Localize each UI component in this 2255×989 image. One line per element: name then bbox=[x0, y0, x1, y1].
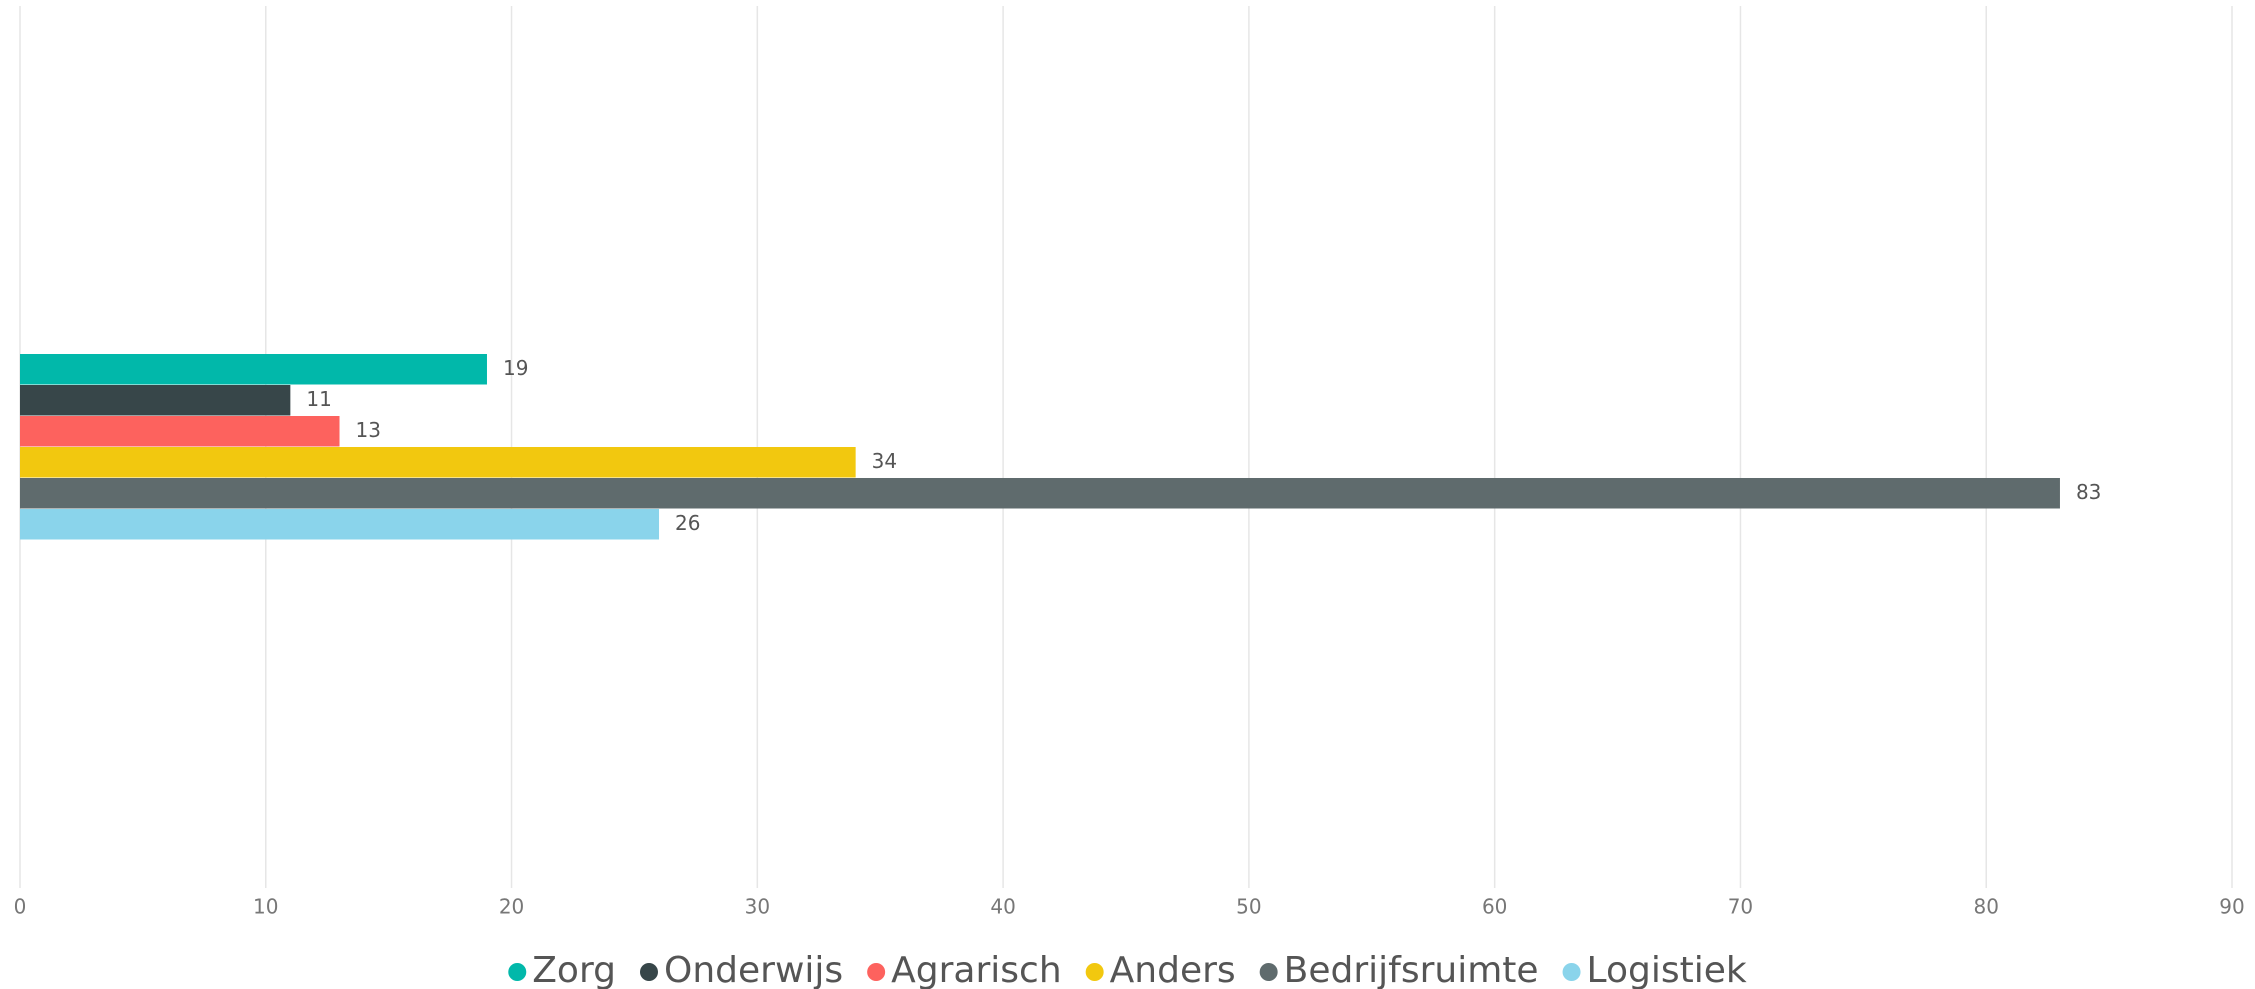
x-tick-label: 30 bbox=[745, 895, 770, 919]
legend-marker bbox=[1259, 963, 1278, 981]
legend-marker bbox=[639, 963, 658, 981]
bar bbox=[20, 509, 660, 540]
data-label: 83 bbox=[2076, 480, 2101, 504]
x-tick-label: 10 bbox=[253, 895, 278, 919]
data-label: 26 bbox=[675, 511, 700, 535]
legend-marker bbox=[1562, 963, 1581, 981]
data-label: 11 bbox=[306, 387, 331, 411]
legend-label: Onderwijs bbox=[664, 950, 843, 989]
x-tick-label: 0 bbox=[14, 895, 27, 919]
x-tick-label: 40 bbox=[990, 895, 1015, 919]
bar bbox=[20, 478, 2060, 509]
data-label: 34 bbox=[872, 449, 897, 473]
x-tick-label: 90 bbox=[2219, 895, 2244, 919]
bar bbox=[20, 416, 340, 447]
data-label: 19 bbox=[503, 356, 528, 380]
bar bbox=[20, 447, 856, 478]
legend-marker bbox=[1085, 963, 1104, 981]
legend-marker bbox=[508, 963, 527, 981]
bar bbox=[20, 385, 291, 416]
data-label: 13 bbox=[356, 418, 381, 442]
x-tick-label: 20 bbox=[499, 895, 524, 919]
x-tick-label: 50 bbox=[1236, 895, 1261, 919]
legend-label: Agrarisch bbox=[891, 950, 1062, 989]
legend-label: Logistiek bbox=[1587, 950, 1747, 989]
x-tick-label: 80 bbox=[1973, 895, 1998, 919]
legend-label: Zorg bbox=[532, 950, 616, 989]
legend-label: Anders bbox=[1110, 950, 1236, 989]
x-tick-label: 60 bbox=[1482, 895, 1507, 919]
legend-marker bbox=[867, 963, 886, 981]
legend-label: Bedrijfsruimte bbox=[1284, 950, 1539, 989]
x-tick-label: 70 bbox=[1728, 895, 1753, 919]
bar bbox=[20, 354, 487, 385]
